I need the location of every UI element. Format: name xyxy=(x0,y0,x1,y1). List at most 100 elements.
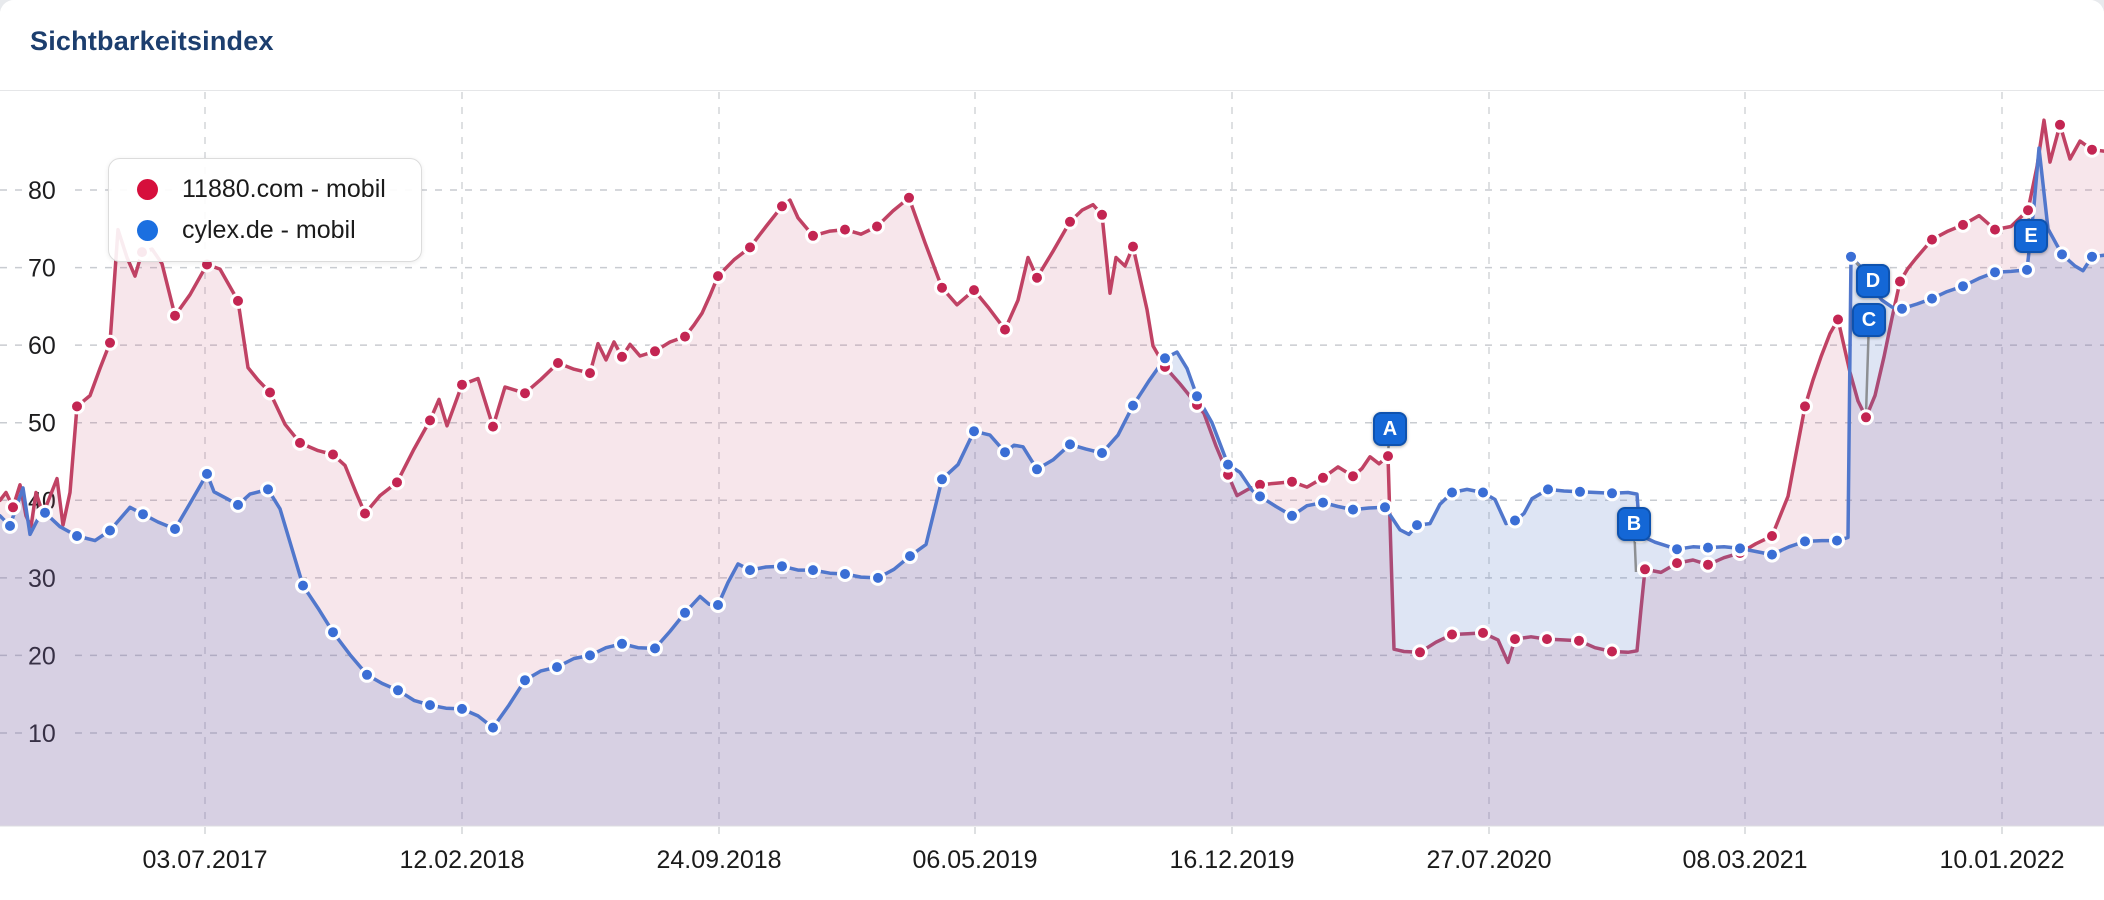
data-point-dot[interactable] xyxy=(2,517,18,534)
data-point-dot[interactable] xyxy=(870,569,886,586)
data-point-dot[interactable] xyxy=(774,558,790,575)
data-point-dot[interactable] xyxy=(902,548,918,565)
data-point-dot[interactable] xyxy=(1539,631,1555,648)
data-point-dot[interactable] xyxy=(677,328,693,345)
data-point-dot[interactable] xyxy=(1062,436,1078,453)
data-point-dot[interactable] xyxy=(1345,468,1361,485)
data-point-dot[interactable] xyxy=(1987,221,2003,238)
data-point-dot[interactable] xyxy=(869,218,885,235)
data-point-dot[interactable] xyxy=(1380,448,1396,465)
data-point-dot[interactable] xyxy=(2020,202,2036,219)
data-point-dot[interactable] xyxy=(1669,541,1685,558)
data-point-dot[interactable] xyxy=(1125,397,1141,414)
data-point-dot[interactable] xyxy=(1764,546,1780,563)
annotation-badge-c[interactable]: C xyxy=(1852,303,1886,337)
data-point-dot[interactable] xyxy=(1220,456,1236,473)
data-point-dot[interactable] xyxy=(966,282,982,299)
data-point-dot[interactable] xyxy=(2052,116,2068,133)
data-point-dot[interactable] xyxy=(1571,632,1587,649)
data-point-dot[interactable] xyxy=(102,522,118,539)
data-point-dot[interactable] xyxy=(230,292,246,309)
data-point-dot[interactable] xyxy=(901,189,917,206)
data-point-dot[interactable] xyxy=(1125,238,1141,255)
data-point-dot[interactable] xyxy=(1700,539,1716,556)
data-point-dot[interactable] xyxy=(1637,561,1653,578)
data-point-dot[interactable] xyxy=(1507,631,1523,648)
data-point-dot[interactable] xyxy=(454,700,470,717)
data-point-dot[interactable] xyxy=(359,666,375,683)
data-point-dot[interactable] xyxy=(1475,624,1491,641)
data-point-dot[interactable] xyxy=(1029,461,1045,478)
data-point-dot[interactable] xyxy=(1797,533,1813,550)
data-point-dot[interactable] xyxy=(292,434,308,451)
data-point-dot[interactable] xyxy=(389,474,405,491)
data-point-dot[interactable] xyxy=(1892,273,1908,290)
data-point-dot[interactable] xyxy=(2019,261,2035,278)
data-point-dot[interactable] xyxy=(1858,409,1874,426)
data-point-dot[interactable] xyxy=(37,504,53,521)
data-point-dot[interactable] xyxy=(1252,488,1268,505)
data-point-dot[interactable] xyxy=(1345,501,1361,518)
data-point-dot[interactable] xyxy=(549,659,565,676)
data-point-dot[interactable] xyxy=(1669,555,1685,572)
data-point-dot[interactable] xyxy=(167,307,183,324)
data-point-dot[interactable] xyxy=(1955,278,1971,295)
data-point-dot[interactable] xyxy=(357,505,373,522)
data-point-dot[interactable] xyxy=(677,604,693,621)
data-point-dot[interactable] xyxy=(614,635,630,652)
data-point-dot[interactable] xyxy=(102,334,118,351)
data-point-dot[interactable] xyxy=(262,384,278,401)
data-point-dot[interactable] xyxy=(1732,540,1748,557)
data-point-dot[interactable] xyxy=(1284,507,1300,524)
data-point-dot[interactable] xyxy=(1764,528,1780,544)
data-point-dot[interactable] xyxy=(1507,512,1523,529)
data-point-dot[interactable] xyxy=(1955,216,1971,233)
data-point-dot[interactable] xyxy=(2054,246,2070,263)
data-point-dot[interactable] xyxy=(485,418,501,435)
data-point-dot[interactable] xyxy=(1284,473,1300,490)
data-point-dot[interactable] xyxy=(710,268,726,285)
data-point-dot[interactable] xyxy=(1377,499,1393,516)
data-point-dot[interactable] xyxy=(582,365,598,382)
data-point-dot[interactable] xyxy=(1843,248,1859,265)
data-point-dot[interactable] xyxy=(69,528,85,544)
data-point-dot[interactable] xyxy=(647,640,663,657)
data-point-dot[interactable] xyxy=(517,385,533,402)
data-point-dot[interactable] xyxy=(1604,643,1620,660)
data-point-dot[interactable] xyxy=(742,239,758,256)
data-point-dot[interactable] xyxy=(2084,141,2100,158)
data-point-dot[interactable] xyxy=(837,566,853,582)
data-point-dot[interactable] xyxy=(325,446,341,463)
data-point-dot[interactable] xyxy=(485,719,501,736)
data-point-dot[interactable] xyxy=(837,221,853,238)
data-point-dot[interactable] xyxy=(167,521,183,537)
data-point-dot[interactable] xyxy=(1409,517,1425,534)
data-point-dot[interactable] xyxy=(1987,264,2003,281)
data-point-dot[interactable] xyxy=(1029,269,1045,286)
data-point-dot[interactable] xyxy=(1444,484,1460,501)
data-point-dot[interactable] xyxy=(422,697,438,714)
data-point-dot[interactable] xyxy=(1830,311,1846,328)
data-point-dot[interactable] xyxy=(390,682,406,699)
data-point-dot[interactable] xyxy=(230,496,246,513)
data-point-dot[interactable] xyxy=(1924,231,1940,248)
data-point-dot[interactable] xyxy=(5,499,21,516)
annotation-badge-b[interactable]: B xyxy=(1617,507,1651,541)
data-point-dot[interactable] xyxy=(805,227,821,244)
data-point-dot[interactable] xyxy=(582,647,598,664)
annotation-badge-a[interactable]: A xyxy=(1373,412,1407,446)
data-point-dot[interactable] xyxy=(1797,398,1813,415)
data-point-dot[interactable] xyxy=(1315,469,1331,486)
data-point-dot[interactable] xyxy=(997,321,1013,338)
data-point-dot[interactable] xyxy=(1700,556,1716,573)
data-point-dot[interactable] xyxy=(1157,350,1173,367)
data-point-dot[interactable] xyxy=(2084,248,2100,265)
annotation-badge-d[interactable]: D xyxy=(1856,264,1890,298)
data-point-dot[interactable] xyxy=(1604,485,1620,502)
data-point-dot[interactable] xyxy=(647,343,663,360)
data-point-dot[interactable] xyxy=(422,412,438,429)
data-point-dot[interactable] xyxy=(135,506,151,523)
data-point-dot[interactable] xyxy=(260,481,276,498)
data-point-dot[interactable] xyxy=(199,465,215,482)
data-point-dot[interactable] xyxy=(1094,445,1110,461)
